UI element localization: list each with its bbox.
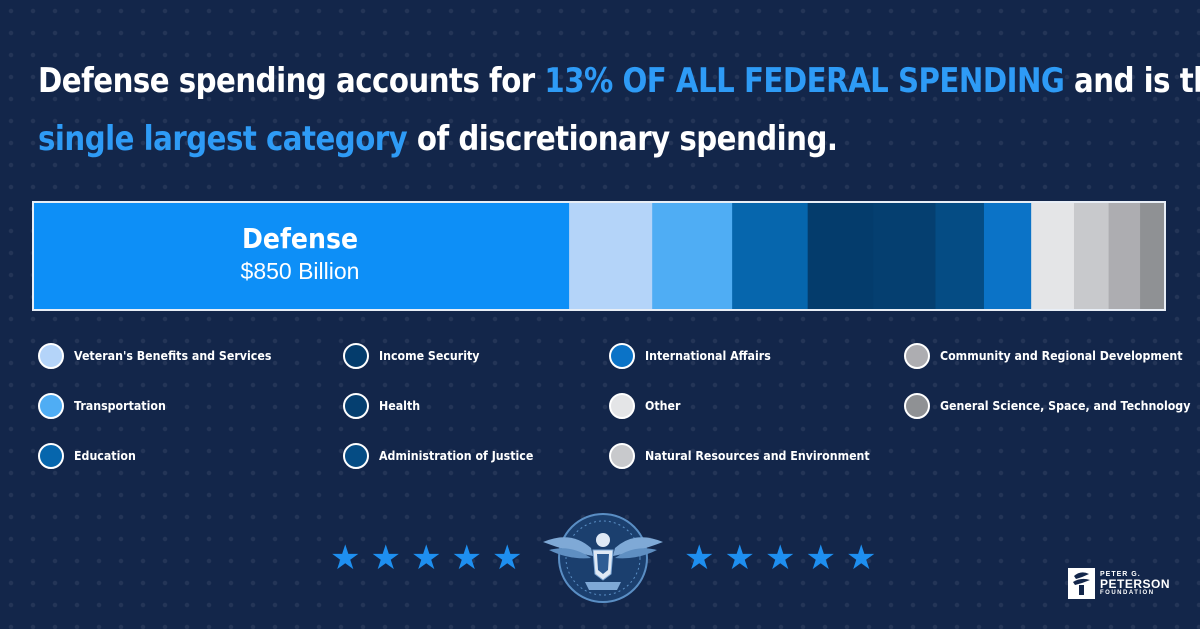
bar-segment-health	[873, 203, 936, 309]
logo-line-2: PETERSON	[1100, 577, 1171, 591]
bar-segment-international-affairs	[983, 203, 1032, 309]
legend-item-community-and-regional-development: Community and Regional Development	[904, 340, 1200, 372]
headline-text-3: of discretionary spending.	[407, 119, 838, 159]
torch-icon	[1068, 568, 1095, 599]
legend-swatch	[609, 393, 635, 419]
legend-swatch	[38, 393, 64, 419]
star-icon: ★	[370, 539, 401, 577]
bar-segment-general-science-space-and-technology	[1140, 203, 1164, 309]
bar-segment-administration-of-justice	[935, 203, 985, 309]
star-icon: ★	[805, 539, 836, 577]
legend-label: Other	[645, 399, 681, 413]
bar-segment-defense	[34, 203, 570, 309]
bar-segments	[34, 203, 1164, 309]
star-icon: ★	[491, 539, 523, 577]
bar-segment-other	[1031, 203, 1075, 309]
legend-label: Transportation	[74, 399, 166, 413]
legend-item-administration-of-justice: Administration of Justice	[343, 440, 547, 472]
star-icon: ★	[410, 539, 442, 577]
logo-line-1: PETER G.	[1100, 571, 1141, 578]
legend-item-health: Health	[343, 390, 424, 422]
bar-segment-community-and-regional-development	[1108, 203, 1141, 309]
legend-swatch	[38, 443, 64, 469]
stacked-bar-chart: Defense $850 Billion	[32, 201, 1166, 311]
logo-line-3: FOUNDATION	[1100, 590, 1155, 596]
bar-segment-natural-resources-and-environment	[1073, 203, 1110, 309]
bar-segment-education	[732, 203, 809, 309]
legend-swatch	[343, 393, 369, 419]
legend-label: Veteran's Benefits and Services	[74, 349, 272, 363]
legend-item-veteran-s-benefits-and-services: Veteran's Benefits and Services	[38, 340, 289, 372]
legend-label: General Science, Space, and Technology	[940, 399, 1191, 413]
bar-segment-veteran-s-benefits-and-services	[569, 203, 653, 309]
defense-label-title: Defense	[241, 222, 359, 255]
headline-highlight-1: 13% OF ALL FEDERAL SPENDING	[544, 61, 1065, 101]
legend-swatch	[609, 443, 635, 469]
headline-text-2: and is the	[1074, 61, 1200, 101]
headline-line-2: single largest category of discretionary…	[38, 110, 1018, 168]
legend-item-international-affairs: International Affairs	[609, 340, 782, 372]
legend-swatch	[904, 343, 930, 369]
chart-legend: Veteran's Benefits and Services Income Se…	[38, 340, 1190, 480]
headline: Defense spending accounts for 13% OF ALL…	[38, 52, 1200, 168]
legend-swatch	[343, 343, 369, 369]
legend-item-general-science-space-and-technology: General Science, Space, and Technology	[904, 390, 1200, 422]
star-icon: ★	[330, 539, 361, 577]
defense-label-value: $850 Billion	[240, 258, 360, 284]
stars-left: ★ ★ ★ ★ ★	[330, 540, 522, 576]
peterson-foundation-logo: PETER G. PETERSON FOUNDATION	[1068, 568, 1170, 599]
legend-item-income-security: Income Security	[343, 340, 488, 372]
star-icon: ★	[845, 539, 877, 577]
legend-swatch	[38, 343, 64, 369]
star-icon: ★	[684, 539, 715, 577]
legend-item-education: Education	[38, 440, 141, 472]
legend-label: Education	[74, 449, 136, 463]
legend-item-natural-resources-and-environment: Natural Resources and Environment	[609, 440, 889, 472]
logo-text: PETER G. PETERSON FOUNDATION	[1100, 571, 1170, 596]
headline-text-1: Defense spending accounts for	[38, 61, 545, 101]
legend-swatch	[343, 443, 369, 469]
bar-segment-transportation	[652, 203, 733, 309]
eagle-seal-icon	[543, 513, 663, 603]
legend-item-transportation: Transportation	[38, 390, 174, 422]
legend-label: International Affairs	[645, 349, 771, 363]
stars-right: ★ ★ ★ ★ ★	[684, 540, 876, 576]
legend-label: Natural Resources and Environment	[645, 449, 870, 463]
legend-label: Administration of Justice	[379, 449, 534, 463]
legend-label: Health	[379, 399, 421, 413]
legend-swatch	[609, 343, 635, 369]
bar-segment-income-security	[807, 203, 874, 309]
legend-item-other: Other	[609, 390, 684, 422]
legend-label: Community and Regional Development	[940, 349, 1183, 363]
legend-label: Income Security	[379, 349, 480, 363]
legend-swatch	[904, 393, 930, 419]
star-icon: ★	[764, 539, 796, 577]
headline-highlight-2: single largest category	[38, 119, 408, 159]
star-icon: ★	[724, 539, 755, 577]
defense-data-label: Defense $850 Billion	[34, 221, 566, 285]
star-icon: ★	[451, 539, 482, 577]
headline-line-1: Defense spending accounts for 13% OF ALL…	[38, 52, 1200, 110]
